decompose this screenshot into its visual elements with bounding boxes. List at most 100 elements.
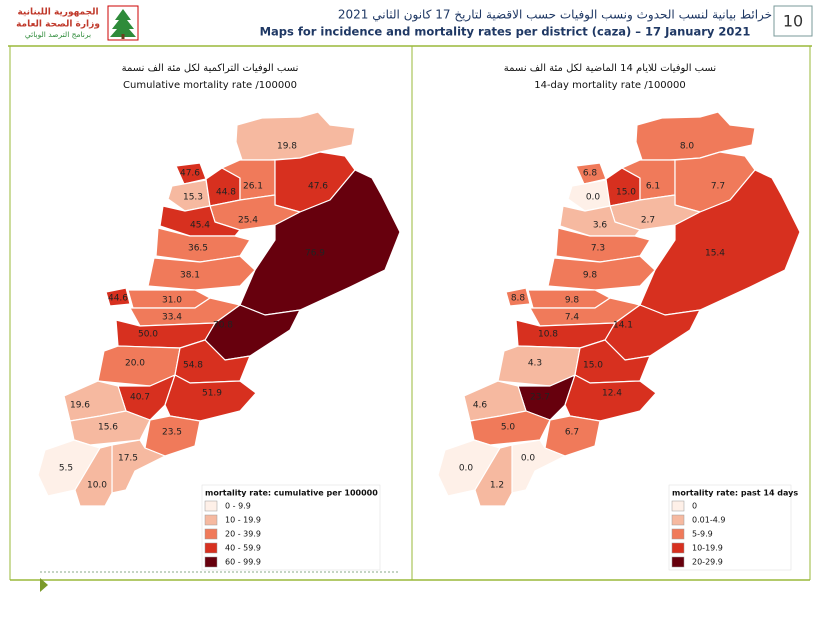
- page-number-box: [773, 5, 813, 37]
- district: [147, 255, 256, 291]
- district-label: 6.8: [583, 169, 598, 179]
- legend-title: mortality rate: past 14 days: [672, 489, 798, 498]
- logo-text: برنامج الترصد الوبائي: [25, 30, 91, 39]
- legend-swatch: [671, 514, 685, 526]
- district-label: 1.2: [490, 481, 504, 491]
- district-label: 15.0: [616, 188, 636, 198]
- legend-label: 10-19.9: [692, 544, 723, 553]
- district-label: 7.3: [591, 244, 605, 254]
- legend-label: 0 - 9.9: [225, 502, 251, 511]
- district-label: 19.6: [70, 401, 90, 411]
- legend-title: mortality rate: cumulative per 100000: [205, 489, 378, 498]
- district-label: 45.4: [190, 221, 210, 231]
- map-title-ar: نسب الوفيات التراكمية لكل مئة الف نسمة: [122, 63, 299, 74]
- district-label: 4.6: [473, 401, 488, 411]
- legend-swatch: [204, 528, 218, 540]
- district-label: 54.8: [183, 361, 203, 371]
- district: [159, 205, 241, 237]
- district-label: 17.5: [118, 454, 138, 464]
- district-label: 10.8: [538, 330, 558, 340]
- district-label: 0.0: [586, 193, 601, 203]
- page-number: 10: [783, 12, 803, 31]
- district: [105, 287, 131, 307]
- legend-label: 20-29.9: [692, 558, 723, 567]
- district-label: 9.8: [565, 296, 580, 306]
- district-label: 9.8: [583, 271, 598, 281]
- district-label: 25.4: [238, 216, 258, 226]
- district-label: 12.4: [602, 389, 622, 399]
- district: [547, 255, 656, 291]
- logo-text: الجمهورية اللبنانية: [17, 8, 98, 18]
- district-label: 7.7: [711, 182, 725, 192]
- district-label: 50.0: [138, 330, 158, 340]
- title-en: Maps for incidence and mortality rates p…: [260, 25, 751, 39]
- district-label: 0.0: [521, 454, 536, 464]
- district-label: 0.0: [459, 464, 474, 474]
- district: [74, 444, 113, 507]
- legend-label: 0.01-4.9: [692, 516, 725, 525]
- district-label: 8.0: [680, 142, 695, 152]
- district-label: 2.7: [641, 216, 655, 226]
- district-label: 5.5: [59, 464, 73, 474]
- district-label: 44.6: [108, 294, 128, 304]
- district-label: 23.7: [530, 393, 550, 403]
- map-title-en: Cumulative mortality rate /100000: [123, 80, 297, 91]
- footer-arrow: [40, 578, 48, 592]
- district-label: 44.8: [216, 188, 236, 198]
- district-label: 6.7: [565, 428, 579, 438]
- legend-swatch: [204, 542, 218, 554]
- title-ar: خرائط بيانية لنسب الحدوث ونسب الوفيات حس…: [338, 8, 772, 23]
- district-label: 15.3: [183, 193, 203, 203]
- district-label: 47.6: [308, 182, 328, 192]
- district: [559, 205, 641, 237]
- legend-swatch: [671, 528, 685, 540]
- district-label: 76.9: [305, 249, 325, 259]
- legend-swatch: [671, 500, 685, 512]
- legend-swatch: [204, 556, 218, 568]
- map-title-ar: نسب الوفيات للايام 14 الماضية لكل مئة ال…: [504, 63, 716, 74]
- district: [555, 227, 651, 263]
- district-label: 23.5: [162, 428, 182, 438]
- legend-label: 20 - 39.9: [225, 530, 261, 539]
- legend-label: 10 - 19.9: [225, 516, 261, 525]
- district: [235, 111, 356, 161]
- legend-label: 0: [692, 502, 697, 511]
- legend-swatch: [671, 556, 685, 568]
- legend-swatch: [204, 514, 218, 526]
- district: [635, 111, 756, 161]
- district-label: 33.4: [162, 313, 182, 323]
- district: [511, 439, 566, 494]
- legend-box: [201, 484, 381, 571]
- legend-label: 40 - 59.9: [225, 544, 261, 553]
- district-label: 6.1: [646, 182, 660, 192]
- district-label: 26.1: [243, 182, 263, 192]
- district-label: 40.7: [130, 393, 150, 403]
- district-label: 15.6: [98, 423, 118, 433]
- district: [111, 439, 166, 494]
- district-label: 15.0: [583, 361, 603, 371]
- district-label: 10.0: [87, 481, 107, 491]
- district-label: 8.8: [511, 294, 526, 304]
- district-label: 4.3: [528, 359, 542, 369]
- district-label: 47.6: [180, 169, 200, 179]
- map-title-en: 14-day mortality rate /100000: [534, 80, 686, 91]
- district: [155, 227, 251, 263]
- maps: نسب الوفيات التراكمية لكل مئة الف نسمة Cu…: [37, 63, 801, 571]
- legend-label: 5-9.9: [692, 530, 713, 539]
- district: [474, 444, 513, 507]
- map-panel: نسب الوفيات للايام 14 الماضية لكل مئة ال…: [437, 63, 801, 571]
- district-label: 3.6: [593, 221, 608, 231]
- legend-label: 60 - 99.9: [225, 558, 261, 567]
- district-label: 14.1: [613, 321, 633, 331]
- district-label: 70.8: [213, 321, 233, 331]
- district-label: 15.4: [705, 249, 725, 259]
- district-label: 5.0: [501, 423, 516, 433]
- legend-box: [668, 484, 792, 571]
- map-panel: نسب الوفيات التراكمية لكل مئة الف نسمة Cu…: [37, 63, 401, 571]
- district-label: 36.5: [188, 244, 208, 254]
- district: [505, 287, 531, 307]
- logo-text: وزارة الصحة العامة: [16, 20, 100, 30]
- district-label: 51.9: [202, 389, 222, 399]
- district-label: 31.0: [162, 296, 182, 306]
